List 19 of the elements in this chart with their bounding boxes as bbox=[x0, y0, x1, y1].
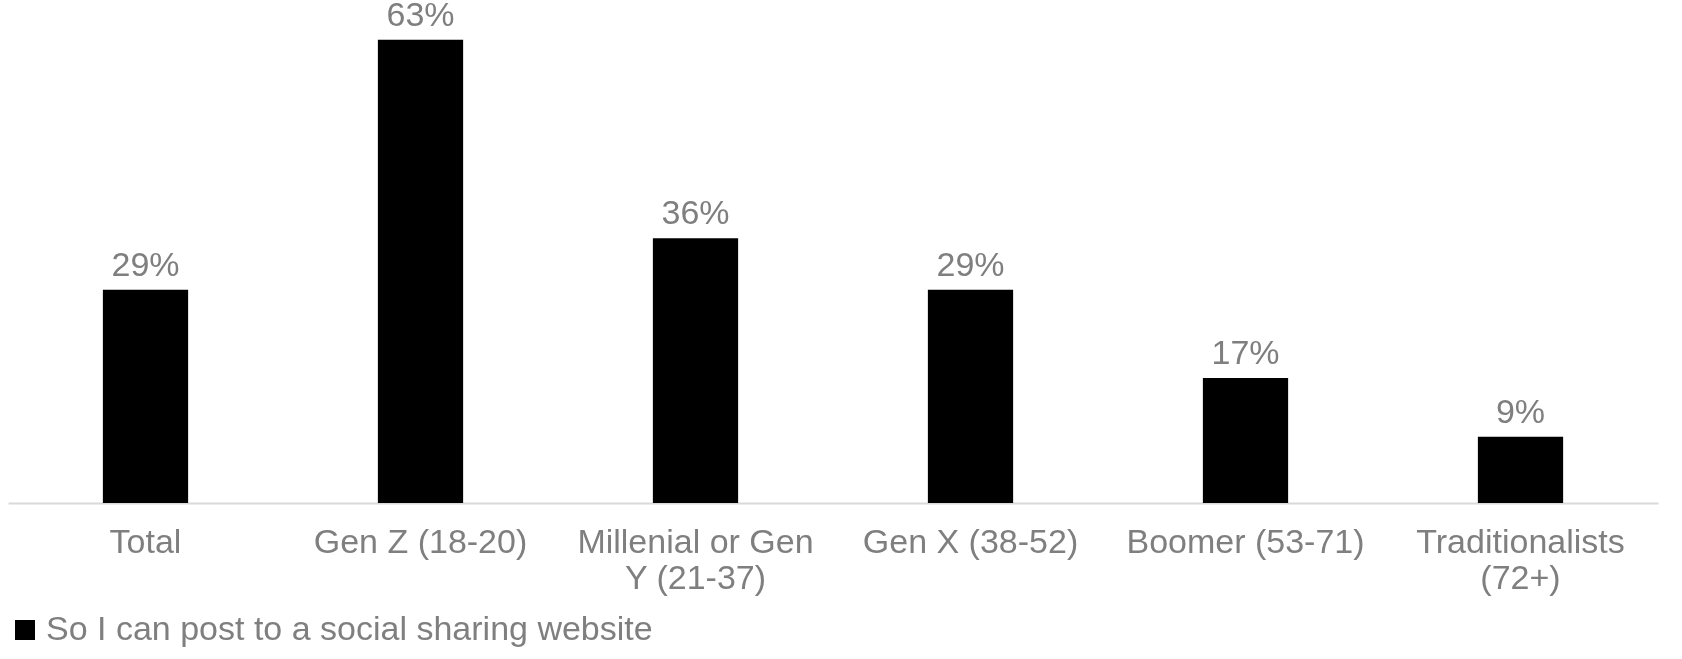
data-label: 63% bbox=[386, 0, 455, 33]
bar bbox=[1477, 436, 1564, 503]
x-tick-label: Gen X (38-52) bbox=[862, 521, 1079, 560]
bar bbox=[377, 39, 464, 503]
bar bbox=[652, 238, 739, 503]
x-tick-label: Total bbox=[109, 521, 182, 560]
bar bbox=[927, 289, 1014, 503]
x-tick-label: Gen Z (18-20) bbox=[313, 521, 528, 560]
data-label: 17% bbox=[1211, 332, 1280, 371]
data-label: 29% bbox=[936, 244, 1005, 283]
data-label: 29% bbox=[111, 244, 180, 283]
bar bbox=[102, 289, 189, 503]
x-tick-label: Millenial or Gen Y (21-37) bbox=[577, 521, 814, 596]
x-tick-label: Boomer (53-71) bbox=[1126, 521, 1365, 560]
legend-label: So I can post to a social sharing website bbox=[46, 609, 653, 647]
data-label: 9% bbox=[1495, 391, 1546, 430]
data-label: 36% bbox=[661, 193, 730, 232]
bar bbox=[1202, 377, 1289, 503]
x-tick-label: Traditionalists (72+) bbox=[1416, 521, 1625, 596]
